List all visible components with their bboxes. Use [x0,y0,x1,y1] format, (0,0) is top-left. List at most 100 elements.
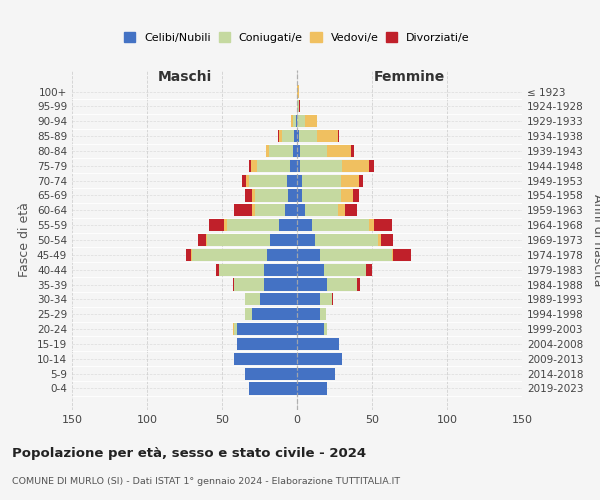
Bar [270,234,297,246]
Bar [378,234,381,246]
Bar [269,145,293,157]
Bar [277,130,279,142]
Bar [252,204,255,216]
Bar [305,115,317,128]
Bar [205,234,207,246]
Bar [373,219,392,231]
Bar [366,264,372,276]
Bar [265,145,269,157]
Bar [297,308,320,320]
Y-axis label: Anni di nascita: Anni di nascita [590,194,600,286]
Bar [227,219,279,231]
Bar [324,323,327,335]
Bar [297,234,315,246]
Bar [300,145,327,157]
Bar [267,249,297,261]
Bar [294,130,297,142]
Bar [302,174,341,186]
Bar [219,264,264,276]
Bar [337,204,345,216]
Bar [223,219,227,231]
Bar [234,323,237,335]
Bar [302,190,341,202]
Bar [369,160,373,172]
Bar [297,249,320,261]
Bar [357,278,360,290]
Y-axis label: Fasce di età: Fasce di età [19,202,31,278]
Bar [353,190,359,202]
Bar [251,160,257,172]
Bar [297,145,300,157]
Text: Maschi: Maschi [157,70,212,84]
Bar [234,204,252,216]
Bar [296,115,297,128]
Bar [234,352,297,365]
Bar [249,174,287,186]
Bar [237,338,297,350]
Bar [297,86,299,98]
Bar [237,323,297,335]
Bar [209,219,223,231]
Bar [245,308,252,320]
Bar [282,130,294,142]
Bar [249,382,297,394]
Bar [246,174,249,186]
Bar [297,264,324,276]
Bar [192,249,267,261]
Bar [233,278,234,290]
Bar [341,174,359,186]
Bar [297,294,320,306]
Bar [245,368,297,380]
Bar [264,264,297,276]
Bar [297,338,339,350]
Bar [300,160,342,172]
Bar [260,294,297,306]
Bar [279,130,282,142]
Text: Popolazione per età, sesso e stato civile - 2024: Popolazione per età, sesso e stato civil… [12,448,366,460]
Bar [297,352,342,365]
Bar [351,145,354,157]
Bar [245,190,252,202]
Bar [297,382,327,394]
Bar [290,160,297,172]
Bar [297,204,305,216]
Bar [233,323,234,335]
Bar [327,278,357,290]
Bar [299,100,300,112]
Bar [255,204,285,216]
Bar [216,264,219,276]
Bar [279,219,297,231]
Bar [305,204,337,216]
Bar [255,190,288,202]
Bar [381,234,393,246]
Bar [287,174,297,186]
Bar [252,308,297,320]
Bar [317,130,337,142]
Bar [293,145,297,157]
Bar [297,115,305,128]
Bar [299,130,317,142]
Bar [186,249,191,261]
Bar [337,130,339,142]
Bar [257,160,290,172]
Bar [198,234,205,246]
Bar [359,174,363,186]
Bar [324,264,366,276]
Bar [293,115,296,128]
Bar [241,174,246,186]
Bar [320,294,331,306]
Bar [342,160,369,172]
Bar [245,294,260,306]
Bar [327,145,351,157]
Bar [392,249,393,261]
Bar [234,278,264,290]
Bar [297,323,324,335]
Bar [297,130,299,142]
Text: Femmine: Femmine [374,70,445,84]
Bar [207,234,270,246]
Text: COMUNE DI MURLO (SI) - Dati ISTAT 1° gennaio 2024 - Elaborazione TUTTITALIA.IT: COMUNE DI MURLO (SI) - Dati ISTAT 1° gen… [12,478,400,486]
Bar [345,204,357,216]
Bar [320,308,325,320]
Bar [291,115,293,128]
Bar [264,278,297,290]
